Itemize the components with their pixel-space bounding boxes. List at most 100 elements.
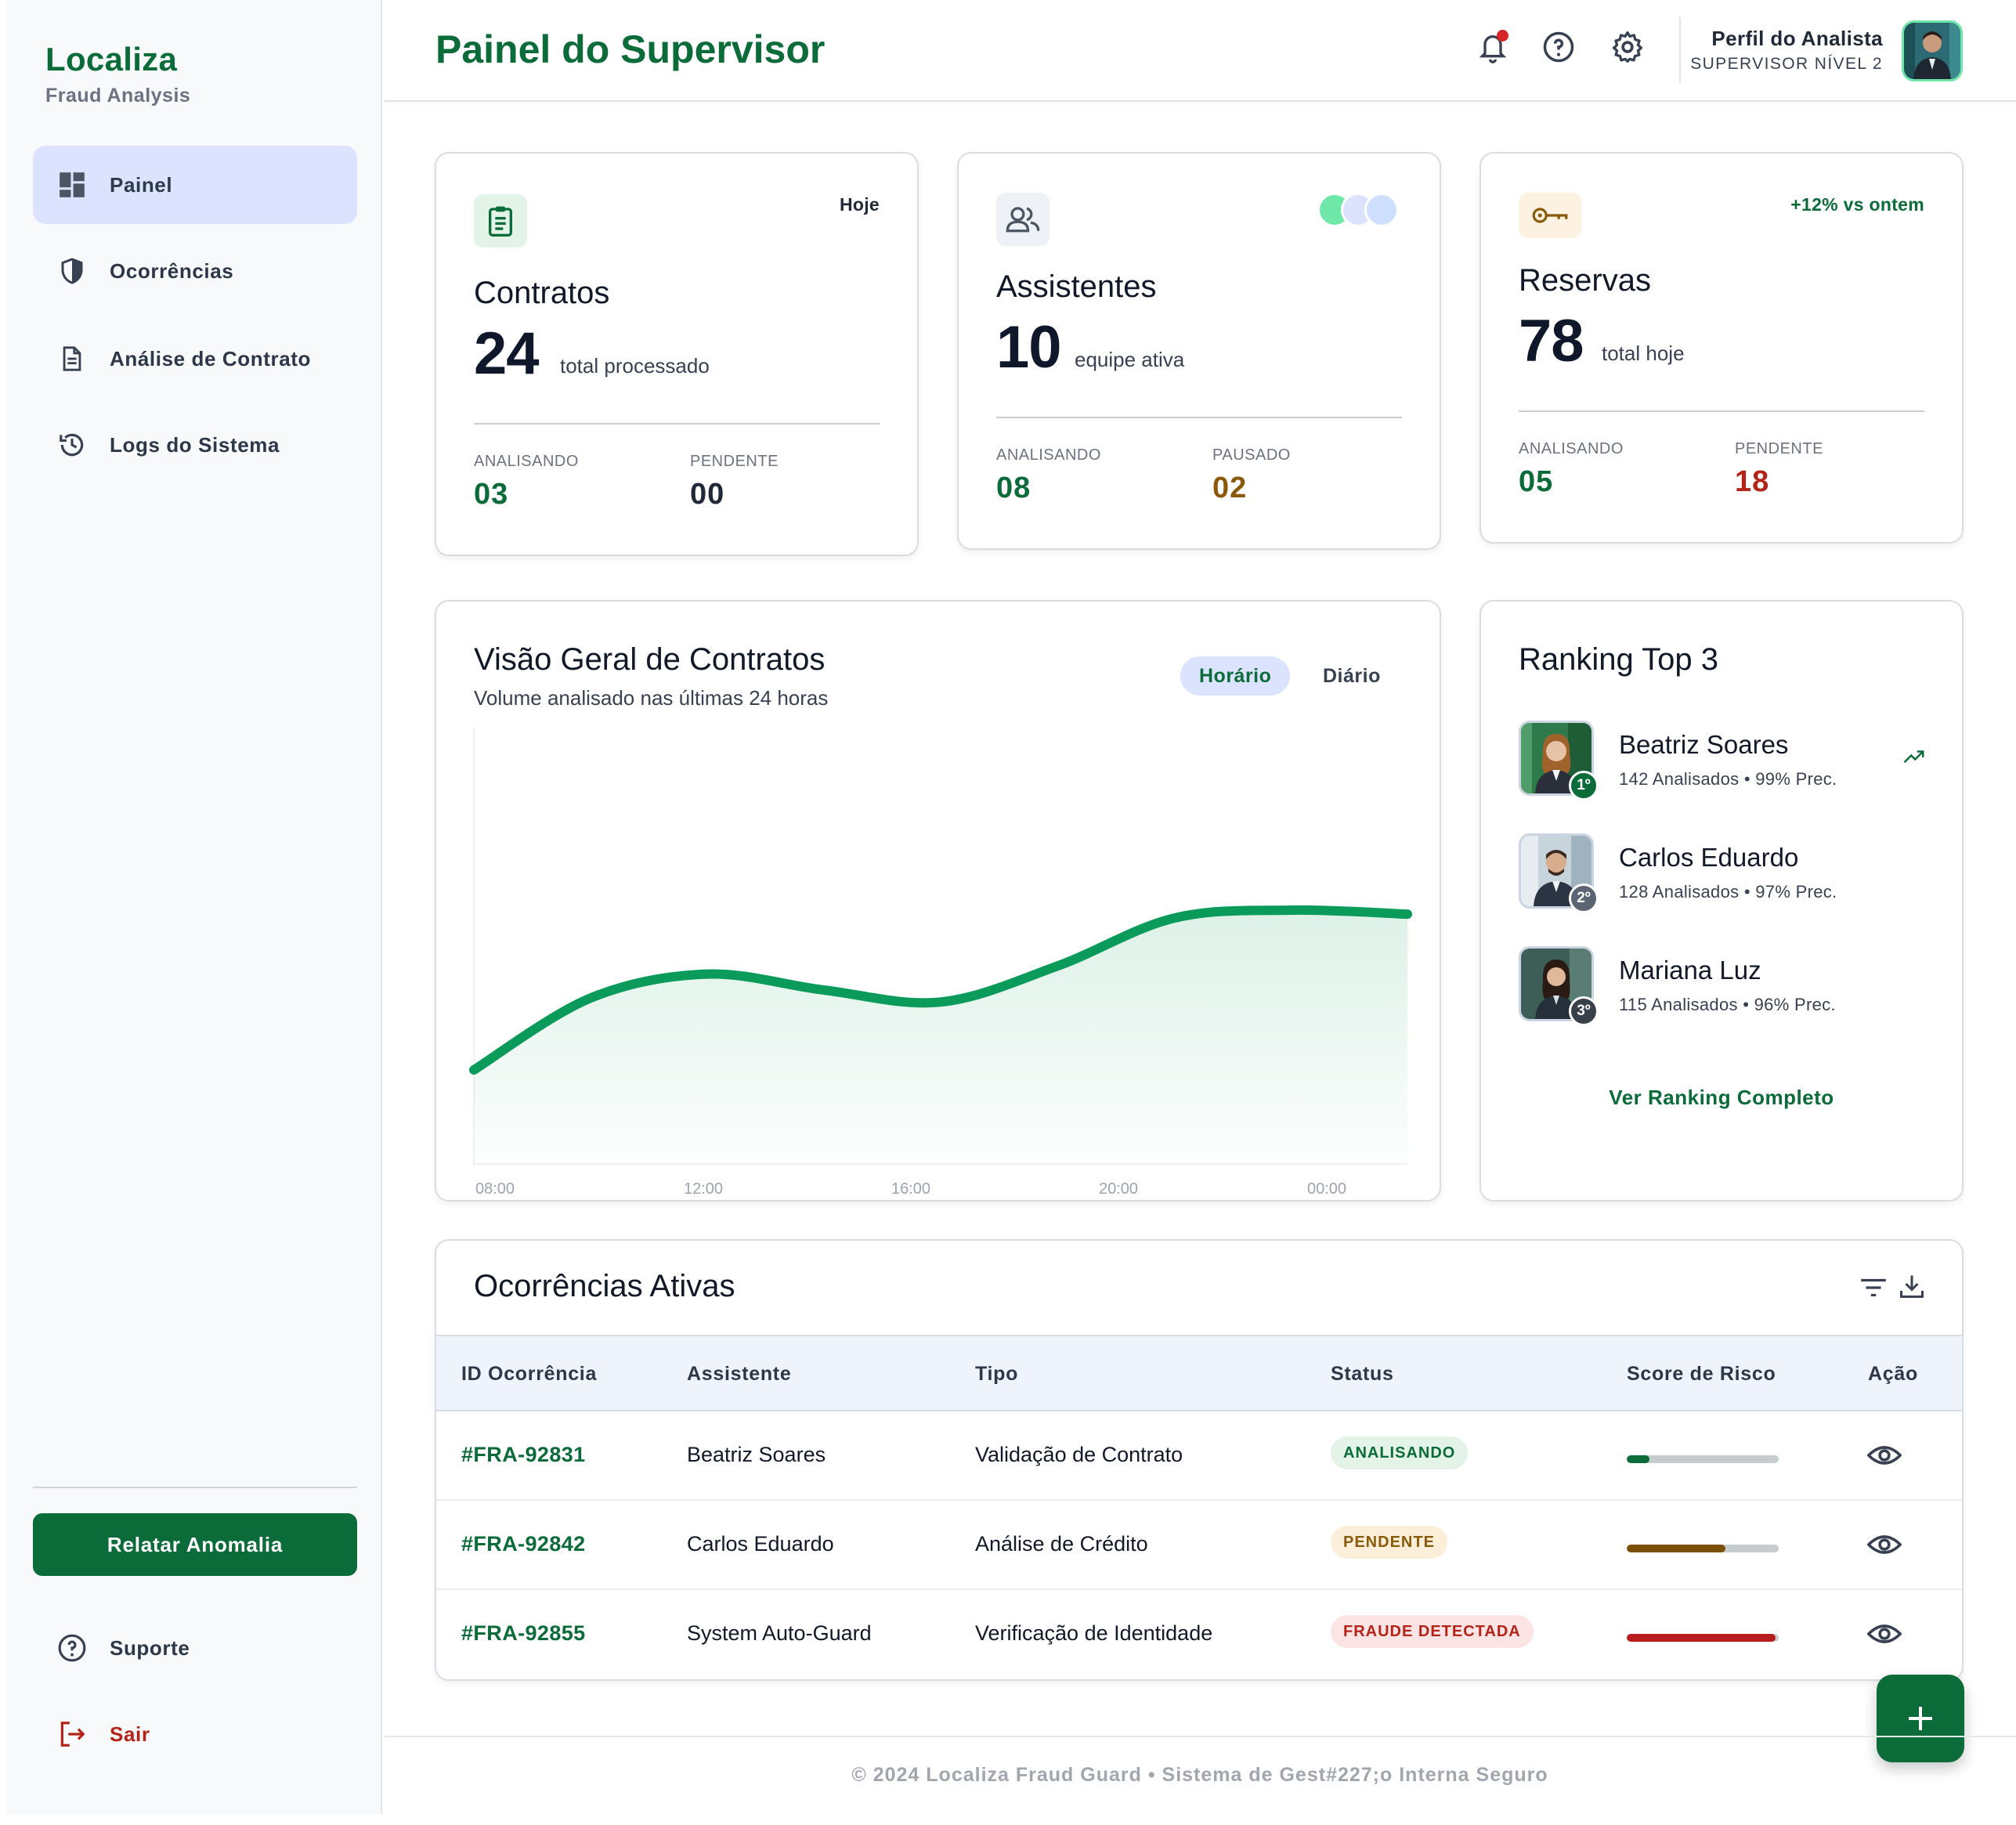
profile-role: SUPERVISOR NÍVEL 2 bbox=[1690, 55, 1883, 73]
footer-text: © 2024 Localiza Fraud Guard • Sistema de… bbox=[851, 1764, 1548, 1786]
avatar: 1º bbox=[1519, 721, 1599, 800]
support-label: Suporte bbox=[110, 1635, 190, 1660]
brand: Localiza Fraud Analysis bbox=[45, 41, 190, 107]
users-icon bbox=[996, 193, 1050, 246]
stat-value: 10 bbox=[996, 314, 1062, 381]
toggle-hourly[interactable]: Horário bbox=[1180, 656, 1291, 696]
table-header: ID Ocorrência Assistente Tipo Status Sco… bbox=[436, 1335, 1962, 1411]
risk-score-bar bbox=[1627, 1455, 1779, 1463]
stat-divider bbox=[1519, 410, 1924, 412]
ranking-title: Ranking Top 3 bbox=[1519, 642, 1718, 677]
column-header: ID Ocorrência bbox=[461, 1363, 598, 1385]
status-badge: FRAUDE DETECTADA bbox=[1331, 1615, 1534, 1648]
occurrence-id[interactable]: #FRA-92842 bbox=[461, 1532, 586, 1556]
analyzing-value: 05 bbox=[1519, 465, 1554, 498]
area-chart: 08:00 12:00 16:00 20:00 00:00 bbox=[469, 727, 1412, 1198]
avatar[interactable] bbox=[1902, 20, 1963, 81]
ranking-meta: 142 Analisados • 99% Prec. bbox=[1619, 769, 1837, 789]
sidebar-item-label: Análise de Contrato bbox=[110, 346, 311, 370]
top-header: Painel do Supervisor Perfil do Analista … bbox=[384, 0, 2016, 102]
report-anomaly-button[interactable]: Relatar Anomalia bbox=[33, 1513, 357, 1576]
risk-score-bar bbox=[1627, 1545, 1779, 1552]
type-cell: Análise de Crédito bbox=[975, 1532, 1148, 1556]
ranking-item[interactable]: 3º Mariana Luz 115 Analisados • 96% Prec… bbox=[1519, 946, 1926, 1026]
ranking-item[interactable]: 2º Carlos Eduardo 128 Analisados • 97% P… bbox=[1519, 833, 1926, 913]
chart-series-line bbox=[469, 905, 1412, 1075]
sidebar-item-logs[interactable]: Logs do Sistema bbox=[33, 406, 357, 484]
add-button[interactable] bbox=[1877, 1675, 1964, 1762]
sidebar-divider bbox=[33, 1487, 357, 1488]
brand-subtitle: Fraud Analysis bbox=[45, 85, 191, 107]
assistant-cell: Beatriz Soares bbox=[687, 1443, 826, 1466]
ranking-name: Carlos Eduardo bbox=[1619, 843, 1799, 872]
type-cell: Validação de Contrato bbox=[975, 1443, 1183, 1466]
sidebar: Localiza Fraud Analysis Painel Ocorrênci… bbox=[6, 0, 382, 1814]
period-tag: Hoje bbox=[839, 194, 880, 215]
profile-name: Perfil do Analista bbox=[1711, 27, 1883, 50]
team-avatar bbox=[1364, 193, 1399, 227]
toggle-daily[interactable]: Diário bbox=[1323, 664, 1381, 687]
table-row[interactable]: #FRA-92842 Carlos Eduardo Análise de Cré… bbox=[436, 1501, 1962, 1590]
column-header: Tipo bbox=[975, 1363, 1019, 1385]
stat-unit: total hoje bbox=[1602, 342, 1685, 365]
stat-card-assistentes: Assistentes 10 equipe ativa ANALISANDO 0… bbox=[957, 152, 1441, 550]
sidebar-item-analise-contrato[interactable]: Análise de Contrato bbox=[33, 320, 357, 398]
ranking-meta: 115 Analisados • 96% Prec. bbox=[1619, 995, 1836, 1014]
risk-score-fill bbox=[1627, 1455, 1650, 1463]
notifications-button[interactable] bbox=[1474, 30, 1512, 67]
dashboard-icon bbox=[55, 168, 89, 202]
ranking-card: Ranking Top 3 1º Beatriz Soares 142 Anal… bbox=[1479, 600, 1964, 1202]
view-button[interactable] bbox=[1866, 1529, 1902, 1560]
status-badge: PENDENTE bbox=[1331, 1526, 1447, 1559]
page-title: Painel do Supervisor bbox=[435, 27, 826, 71]
settings-button[interactable] bbox=[1609, 30, 1646, 67]
ranking-item[interactable]: 1º Beatriz Soares 142 Analisados • 99% P… bbox=[1519, 721, 1926, 800]
sidebar-item-label: Ocorrências bbox=[110, 258, 234, 283]
stat-divider bbox=[996, 417, 1402, 418]
support-link[interactable]: Suporte bbox=[55, 1631, 190, 1665]
shield-icon bbox=[55, 254, 89, 288]
occurrence-id[interactable]: #FRA-92855 bbox=[461, 1621, 586, 1645]
x-tick-label: 00:00 bbox=[1307, 1180, 1346, 1198]
filter-button[interactable] bbox=[1859, 1275, 1888, 1304]
contracts-overview-card: Visão Geral de Contratos Volume analisad… bbox=[435, 600, 1441, 1202]
header-divider bbox=[1679, 17, 1681, 83]
pending-label: PENDENTE bbox=[1735, 440, 1823, 457]
plus-icon bbox=[1909, 1707, 1932, 1730]
sidebar-item-ocorrencias[interactable]: Ocorrências bbox=[33, 232, 357, 310]
table-row[interactable]: #FRA-92855 System Auto-Guard Verificação… bbox=[436, 1590, 1962, 1679]
sidebar-item-painel[interactable]: Painel bbox=[33, 146, 357, 224]
stat-unit: equipe ativa bbox=[1075, 348, 1185, 371]
view-button[interactable] bbox=[1866, 1618, 1902, 1650]
trending-up-icon bbox=[1902, 749, 1926, 770]
table-row[interactable]: #FRA-92831 Beatriz Soares Validação de C… bbox=[436, 1411, 1962, 1501]
ranking-name: Mariana Luz bbox=[1619, 956, 1761, 985]
trend-tag: +12% vs ontem bbox=[1790, 194, 1924, 215]
stat-title: Reservas bbox=[1519, 263, 1651, 298]
brand-title: Localiza bbox=[45, 41, 178, 78]
eye-icon bbox=[1867, 1535, 1902, 1554]
clipboard-icon bbox=[474, 194, 527, 248]
logout-link[interactable]: Sair bbox=[55, 1717, 150, 1751]
assistant-cell: System Auto-Guard bbox=[687, 1621, 872, 1645]
view-button[interactable] bbox=[1866, 1440, 1902, 1471]
pending-value: 00 bbox=[690, 478, 725, 511]
download-icon bbox=[1900, 1275, 1924, 1298]
gear-icon bbox=[1610, 30, 1645, 68]
chart-area-fill bbox=[474, 909, 1407, 1164]
rank-badge: 2º bbox=[1569, 884, 1599, 913]
stat-title: Contratos bbox=[474, 276, 610, 310]
sidebar-item-label: Painel bbox=[110, 172, 173, 197]
stat-divider bbox=[474, 423, 880, 425]
pending-value: 18 bbox=[1735, 465, 1770, 498]
active-occurrences-card: Ocorrências Ativas ID Ocorrência Assiste… bbox=[435, 1239, 1964, 1681]
help-button[interactable] bbox=[1540, 30, 1577, 67]
occurrence-id[interactable]: #FRA-92831 bbox=[461, 1443, 586, 1466]
view-full-ranking-link[interactable]: Ver Ranking Completo bbox=[1609, 1086, 1834, 1109]
column-header: Assistente bbox=[687, 1363, 792, 1385]
pending-label: PENDENTE bbox=[690, 453, 779, 470]
stat-card-contratos: Hoje Contratos 24 total processado ANALI… bbox=[435, 152, 919, 556]
download-button[interactable] bbox=[1898, 1272, 1926, 1304]
stat-value: 78 bbox=[1519, 308, 1584, 374]
analyzing-label: ANALISANDO bbox=[996, 446, 1101, 464]
